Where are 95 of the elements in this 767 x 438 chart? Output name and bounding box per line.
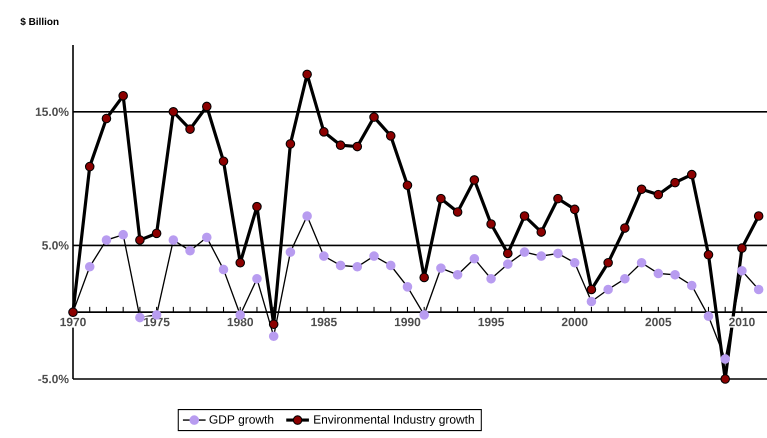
point [586,296,596,306]
point [369,251,379,261]
point [536,251,546,261]
point [185,124,195,134]
y-tick-label: -5.0% [38,374,69,384]
point [603,284,613,294]
point [470,254,480,264]
point [737,266,747,276]
point [218,156,228,166]
point [118,230,128,240]
x-tick-label: 2010 [729,318,755,326]
point [135,235,145,245]
point [737,243,747,253]
point [419,272,429,282]
point [586,284,596,294]
point [286,139,296,149]
point [302,211,312,221]
point [235,258,246,268]
point [620,223,630,233]
point [654,268,664,278]
point [252,202,262,212]
point [135,312,145,322]
point [419,310,429,320]
point [620,274,630,284]
x-tick-label: 1985 [311,318,337,326]
point [603,258,613,268]
point [503,248,513,258]
x-tick-label: 1990 [394,318,420,326]
point [352,142,362,152]
point [369,112,379,122]
point [704,250,714,260]
point [386,260,396,270]
point [402,282,412,292]
point [536,227,546,237]
point [202,102,212,112]
point [252,274,262,284]
point [302,70,312,80]
point [503,259,513,269]
point [686,170,697,180]
point [286,247,296,257]
point [352,262,362,272]
point [319,127,329,137]
x-tick-label: 1995 [478,318,504,326]
point [268,319,278,330]
point [386,131,396,141]
x-tick-label: 2000 [562,318,588,326]
point [84,162,95,172]
point [218,264,228,274]
point [168,107,178,117]
point [336,260,346,270]
point [520,211,530,221]
point [118,90,128,101]
point [436,194,446,204]
x-tick-label: 1975 [144,318,170,326]
point [452,207,462,217]
point [670,178,680,188]
point [470,175,480,185]
point [720,354,730,364]
y-axis-title: $ Billion [20,18,58,26]
point [570,204,580,214]
point [452,270,462,280]
y-tick-label: 5.0% [42,241,69,250]
point [670,270,680,280]
point [402,180,412,190]
point [486,219,496,229]
point [319,251,329,261]
point [152,228,162,238]
point [570,258,580,268]
point [654,190,664,200]
point [84,262,95,272]
legend-label: GDP growth [210,414,274,426]
point [754,284,764,294]
point [636,258,646,268]
point [102,235,112,245]
point [520,247,530,257]
point [185,246,195,256]
x-tick-label: 1980 [228,318,254,326]
point [486,274,496,284]
point [436,263,446,273]
legend-label: Environmental Industry growth [314,414,474,426]
point [102,114,112,124]
point [636,184,646,194]
point [720,374,730,384]
point [553,248,563,258]
point [202,232,212,242]
point [268,331,278,342]
x-tick-label: 1970 [60,318,86,326]
point [336,140,346,150]
point [704,311,714,321]
point [168,235,178,245]
x-tick-label: 2005 [645,318,672,326]
point [686,280,697,290]
point [754,211,764,221]
point [553,194,563,204]
y-tick-label: 15.0% [36,108,69,116]
